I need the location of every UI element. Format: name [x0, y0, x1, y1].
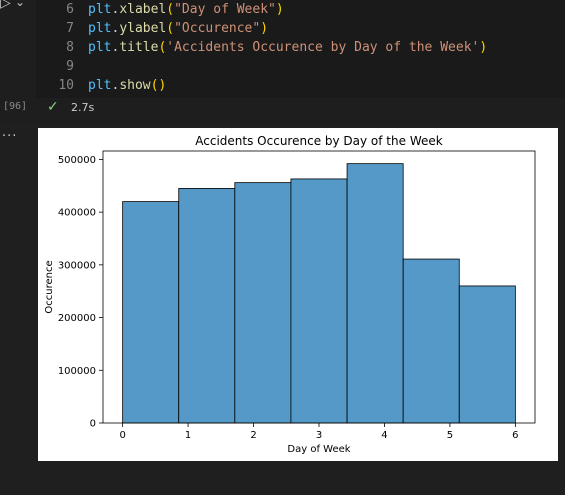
code-token: . — [111, 2, 120, 17]
code-text: plt.xlabel("Day of Week") — [88, 0, 284, 19]
x-tick-label: 0 — [119, 430, 125, 441]
code-token: ylabel — [119, 21, 167, 36]
execution-count: [96] — [3, 101, 28, 112]
x-axis-label: Day of Week — [287, 444, 350, 455]
chevron-down-icon[interactable]: ⌄ — [15, 0, 26, 9]
code-token: show — [119, 78, 151, 93]
cell-gutter: ▷ ⌄ — [0, 0, 28, 123]
code-token: ( — [166, 2, 175, 17]
code-editor[interactable]: 6 plt.xlabel("Day of Week") 7 plt.ylabel("O… — [36, 0, 565, 98]
execution-time: 2.7s — [71, 101, 95, 114]
code-line[interactable]: 6 plt.xlabel("Day of Week") — [36, 0, 565, 19]
code-token: plt — [88, 2, 112, 17]
histogram-bar — [234, 182, 292, 424]
code-line[interactable]: 9 — [36, 57, 565, 76]
code-text: plt.ylabel("Occurence") — [88, 19, 268, 38]
code-token: ) — [275, 2, 284, 17]
code-token: ( — [158, 40, 167, 55]
code-token: 'Accidents Occurence by Day of the Week' — [166, 40, 480, 55]
y-tick-label: 200000 — [58, 313, 96, 324]
code-line[interactable]: 8 plt.title('Accidents Occurence by Day o… — [36, 38, 565, 57]
code-token: plt — [88, 40, 112, 55]
code-token: . — [111, 40, 120, 55]
chart-title: Accidents Occurence by Day of the Week — [195, 134, 442, 148]
code-token: . — [111, 78, 120, 93]
code-token: ( — [166, 21, 175, 36]
line-number: 6 — [66, 2, 74, 17]
y-axis-label: Occurence — [44, 260, 55, 313]
y-tick-label: 400000 — [58, 208, 96, 219]
code-token: plt — [88, 21, 112, 36]
y-tick-label: 0 — [90, 419, 96, 430]
code-token: plt — [88, 78, 112, 93]
y-tick-label: 300000 — [58, 260, 96, 271]
code-token: . — [111, 21, 120, 36]
histogram-bar — [178, 188, 236, 424]
histogram-chart: 0 1 2 3 4 5 6 0 100000 200000 300000 400000 500000 Ac… — [44, 134, 536, 455]
y-tick-label: 100000 — [58, 366, 96, 377]
histogram-bar — [458, 285, 516, 424]
x-tick-label: 1 — [185, 430, 191, 441]
histogram-bar — [346, 163, 404, 424]
y-tick-label: 500000 — [58, 155, 96, 166]
x-tick-label: 3 — [316, 430, 322, 441]
histogram-bar — [290, 178, 348, 424]
code-line[interactable]: 10 plt.show() — [36, 76, 565, 95]
line-number: 10 — [58, 78, 74, 93]
x-tick-label: 2 — [250, 430, 256, 441]
execution-status-row: [96] ✓ 2.7s — [0, 98, 565, 120]
code-cell[interactable]: ▷ ⌄ 6 plt.xlabel("Day of Week") 7 plt.ylabe… — [0, 0, 565, 123]
code-token: ) — [260, 21, 269, 36]
line-number: 8 — [66, 40, 74, 55]
output-menu-icon[interactable]: ... — [2, 125, 18, 140]
histogram-bar — [122, 201, 180, 424]
code-token: title — [119, 40, 159, 55]
x-tick-label: 4 — [381, 430, 387, 441]
x-tick-label: 5 — [447, 430, 453, 441]
code-token: () — [150, 78, 167, 93]
x-tick-label: 6 — [512, 430, 518, 441]
code-token: xlabel — [119, 2, 167, 17]
code-token: "Day of Week" — [174, 2, 276, 17]
line-number: 7 — [66, 21, 74, 36]
check-icon: ✓ — [47, 99, 59, 115]
code-text: plt.title('Accidents Occurence by Day of… — [88, 38, 487, 57]
code-line[interactable]: 7 plt.ylabel("Occurence") — [36, 19, 565, 38]
code-token: ) — [479, 40, 488, 55]
code-token: "Occurence" — [174, 21, 261, 36]
cell-output: 0 1 2 3 4 5 6 0 100000 200000 300000 400000 500000 Ac… — [38, 128, 558, 461]
line-number: 9 — [66, 59, 74, 74]
code-text: plt.show() — [88, 76, 166, 95]
histogram-bar — [402, 258, 460, 424]
run-cell-icon[interactable]: ▷ — [0, 0, 11, 11]
